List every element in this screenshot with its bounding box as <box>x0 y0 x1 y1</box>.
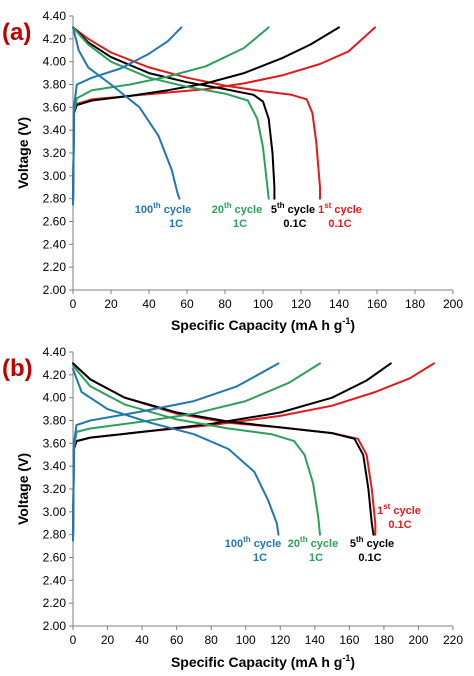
series-line-3-discharge <box>72 26 181 200</box>
y-tick-label: 2.20 <box>43 596 67 610</box>
x-tick-label: 40 <box>135 633 149 647</box>
y-tick-label: 2.40 <box>43 237 67 251</box>
series-line-1-discharge <box>72 362 375 536</box>
x-tick-label: 60 <box>170 633 184 647</box>
y-tick-label: 4.00 <box>43 55 67 69</box>
x-tick-label: 180 <box>374 633 394 647</box>
series-annotation-rate: 0.1C <box>388 519 411 531</box>
x-tick-label: 160 <box>339 633 359 647</box>
x-tick-label: 40 <box>142 297 156 311</box>
series-annotation-rate: 1C <box>169 218 183 230</box>
y-tick-label: 2.20 <box>43 260 67 274</box>
y-tick-label: 3.80 <box>43 78 67 92</box>
y-tick-label: 2.40 <box>43 573 67 587</box>
y-tick-label: 4.40 <box>43 9 67 23</box>
chart-panel-a: 2.00 2.20 2.40 2.60 2.80 3.00 3.20 3.40 3.60 3.80… <box>2 9 463 333</box>
series-annotation-rate: 0.1C <box>283 218 306 230</box>
y-tick-label: 4.20 <box>43 368 67 382</box>
y-tick-label: 3.00 <box>43 169 67 183</box>
series-line-3-charge <box>72 362 280 542</box>
y-tick-label: 3.40 <box>43 123 67 137</box>
x-tick-label: 200 <box>443 297 463 311</box>
x-tick-label: 80 <box>218 297 232 311</box>
series-annotation-cycle: 5th cycle <box>350 535 394 550</box>
series-line-0-charge <box>72 26 377 206</box>
y-tick-label: 3.00 <box>43 505 67 519</box>
x-tick-label: 120 <box>291 297 311 311</box>
x-tick-label: 20 <box>101 633 115 647</box>
x-tick-label: 60 <box>180 297 194 311</box>
series-line-0-discharge <box>72 362 377 536</box>
series-line-2-discharge <box>72 26 270 200</box>
y-axis-label: Voltage (V) <box>15 453 31 525</box>
x-tick-label: 0 <box>70 297 77 311</box>
series-line-0-discharge <box>72 26 321 200</box>
y-tick-label: 3.60 <box>43 100 67 114</box>
series-annotation-cycle: 5th cycle <box>271 201 315 216</box>
y-tick-label: 4.40 <box>43 345 67 359</box>
x-tick-label: 80 <box>205 633 219 647</box>
series-annotation-cycle: 1st cycle <box>377 502 421 517</box>
x-axis-label: Specific Capacity (mA h g-1) <box>171 316 355 333</box>
x-tick-label: 0 <box>70 633 77 647</box>
x-tick-label: 20 <box>104 297 118 311</box>
series-annotation-rate: 0.1C <box>358 552 381 564</box>
series-annotation-rate: 1C <box>233 218 247 230</box>
y-tick-label: 3.60 <box>43 436 67 450</box>
y-tick-label: 2.00 <box>43 619 67 633</box>
y-tick-label: 4.20 <box>43 32 67 46</box>
y-tick-label: 2.00 <box>43 283 67 297</box>
y-tick-label: 2.60 <box>43 215 67 229</box>
series-line-1-discharge <box>72 26 276 200</box>
series-annotation-rate: 1C <box>253 552 267 564</box>
x-tick-label: 120 <box>270 633 290 647</box>
y-tick-label: 2.80 <box>43 528 67 542</box>
x-tick-label: 100 <box>253 297 273 311</box>
series-annotation-rate: 1C <box>309 552 323 564</box>
series-annotation-cycle: 20th cycle <box>288 535 338 550</box>
y-tick-label: 3.20 <box>43 482 67 496</box>
chart-panel-b: 2.00 2.20 2.40 2.60 2.80 3.00 3.20 3.40 3.60 3.80… <box>2 345 463 670</box>
x-tick-label: 160 <box>367 297 387 311</box>
series-annotation-rate: 0.1C <box>328 218 351 230</box>
y-tick-label: 3.80 <box>43 414 67 428</box>
panel-label: (b) <box>2 355 33 382</box>
series-annotation-cycle: 1st cycle <box>318 201 362 216</box>
y-tick-label: 3.20 <box>43 146 67 160</box>
series-annotation-cycle: 100th cycle <box>225 535 282 550</box>
series-annotation-cycle: 20th cycle <box>212 201 262 216</box>
series-line-3-discharge <box>72 368 280 536</box>
series-line-2-discharge <box>72 364 321 536</box>
x-tick-label: 140 <box>329 297 349 311</box>
x-tick-label: 140 <box>305 633 325 647</box>
x-axis-label: Specific Capacity (mA h g-1) <box>171 653 355 670</box>
x-tick-label: 200 <box>408 633 428 647</box>
series-annotation-cycle: 100th cycle <box>135 201 192 216</box>
x-tick-label: 220 <box>443 633 463 647</box>
y-axis-label: Voltage (V) <box>15 117 31 189</box>
panel-label: (a) <box>2 19 31 46</box>
x-tick-label: 100 <box>236 633 256 647</box>
y-tick-label: 2.60 <box>43 551 67 565</box>
y-tick-label: 4.00 <box>43 391 67 405</box>
y-tick-label: 3.40 <box>43 459 67 473</box>
x-tick-label: 180 <box>405 297 425 311</box>
y-tick-label: 2.80 <box>43 192 67 206</box>
series-line-3-charge <box>72 26 183 206</box>
